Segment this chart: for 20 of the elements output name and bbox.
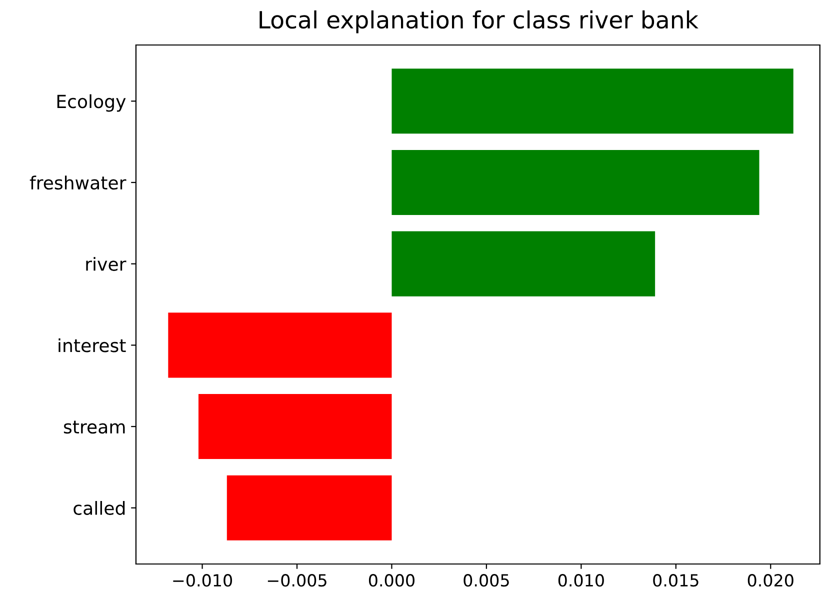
y-tick-label: stream [64, 420, 125, 434]
x-tick-label: 0.020 [748, 574, 794, 587]
x-tick-label: 0.000 [368, 574, 414, 587]
x-tick-label: −0.005 [268, 574, 326, 587]
bar [392, 68, 794, 134]
bar [198, 394, 392, 460]
y-tick-label: river [86, 256, 126, 271]
bar [392, 231, 656, 296]
y-tick-label: interest [58, 338, 126, 352]
y-tick-label: freshwater [30, 176, 126, 190]
x-tick-label: 0.005 [464, 574, 509, 587]
bar [168, 312, 392, 378]
x-tick-label: 0.015 [653, 574, 698, 587]
x-tick-label: −0.010 [173, 574, 232, 587]
bar [226, 475, 392, 540]
x-tick-label: 0.010 [558, 574, 604, 587]
y-tick-label: Ecology [57, 94, 126, 112]
y-tick-label: called [74, 501, 125, 515]
chart-title: Local explanation for class river bank [260, 10, 698, 34]
bar [392, 150, 760, 216]
